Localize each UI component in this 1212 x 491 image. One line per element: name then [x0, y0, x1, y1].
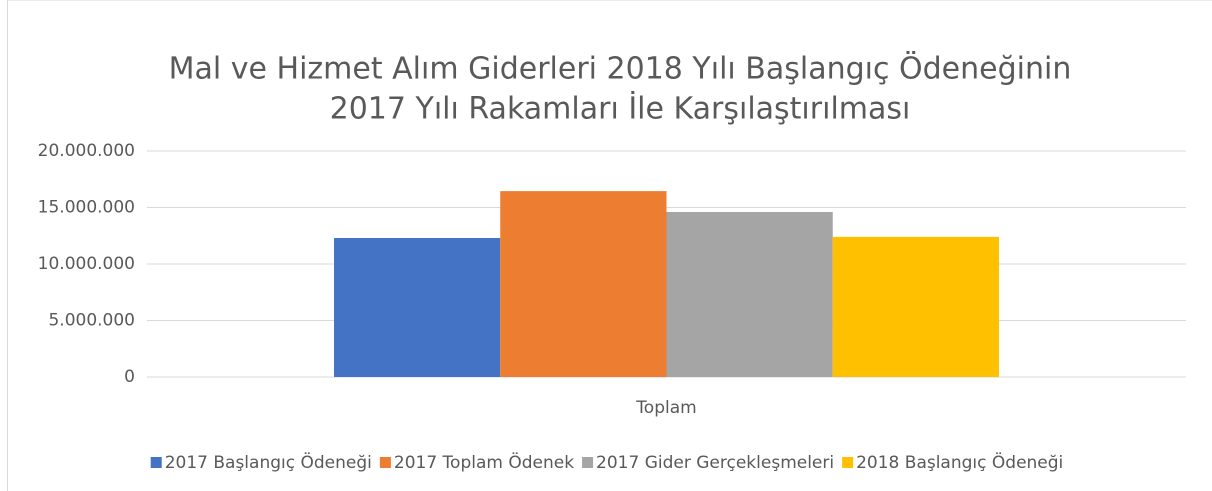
- chart-title: 2017 Yılı Rakamları İle Karşılaştırılmas…: [330, 91, 911, 127]
- y-tick-label: 0: [124, 367, 135, 387]
- legend-label: 2018 Başlangıç Ödeneği: [856, 451, 1063, 473]
- bar: [500, 191, 667, 377]
- legend-label: 2017 Gider Gerçekleşmeleri: [596, 453, 834, 473]
- x-tick-label: Toplam: [635, 398, 696, 418]
- legend-swatch: [379, 457, 391, 468]
- bar: [832, 236, 999, 377]
- y-tick-label: 10.000.000: [38, 254, 135, 274]
- bar: [666, 212, 833, 377]
- legend-label: 2017 Başlangıç Ödeneği: [165, 451, 372, 473]
- legend-swatch: [842, 457, 854, 468]
- legend-swatch: [150, 457, 162, 468]
- y-tick-label: 20.000.000: [38, 141, 135, 161]
- chart-title: Mal ve Hizmet Alım Giderleri 2018 Yılı B…: [169, 51, 1072, 87]
- legend-swatch: [582, 457, 594, 468]
- bar: [334, 238, 501, 377]
- y-tick-label: 5.000.000: [48, 311, 135, 331]
- y-tick-label: 15.000.000: [38, 198, 135, 218]
- legend-label: 2017 Toplam Ödenek: [394, 451, 574, 473]
